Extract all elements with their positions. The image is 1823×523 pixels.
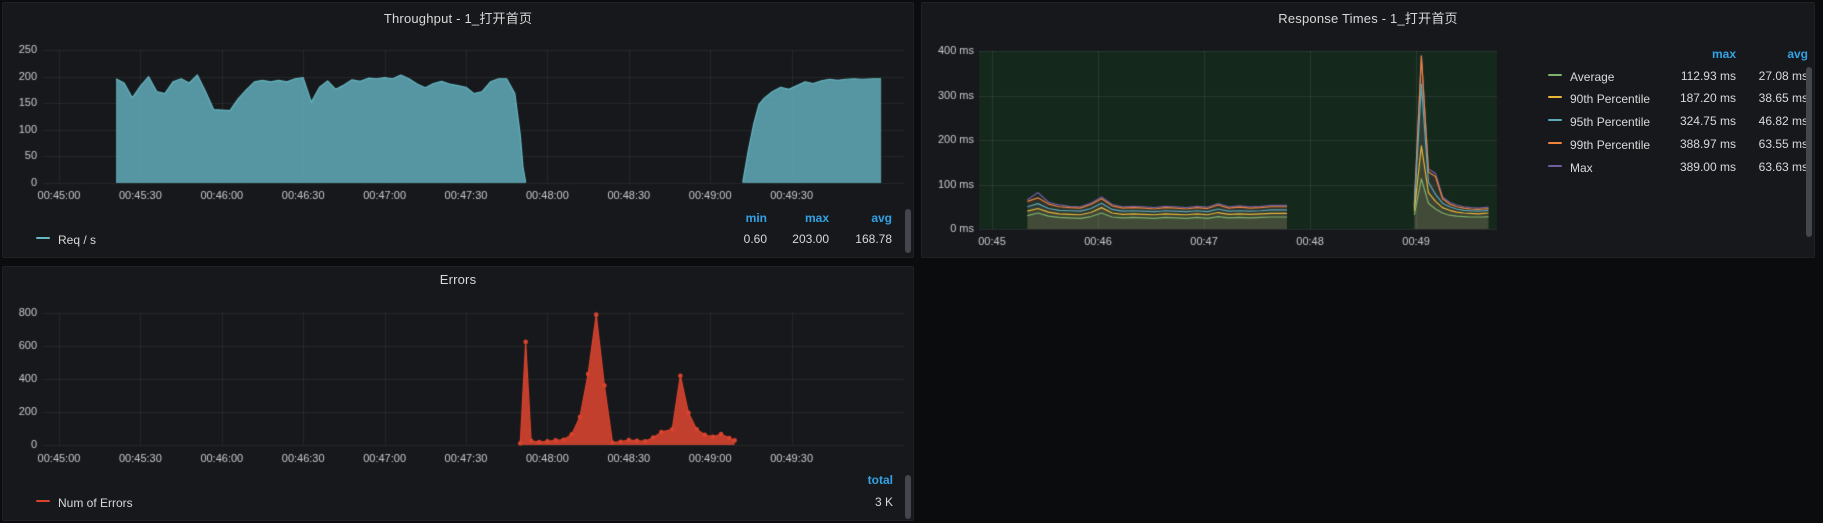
legend-value-max: 187.20 ms (1679, 91, 1736, 105)
series-dash-icon (1548, 95, 1562, 98)
legend-series-label[interactable]: 95th Percentile (1570, 115, 1651, 129)
legend-series-label[interactable]: 99th Percentile (1570, 138, 1651, 152)
legend-header-avg[interactable]: avg (871, 211, 892, 225)
series-dash-icon (36, 236, 50, 239)
legend-series-label[interactable]: 90th Percentile (1570, 92, 1651, 106)
legend-series-label[interactable]: Average (1570, 70, 1615, 84)
legend-value-max: 388.97 ms (1679, 137, 1736, 151)
legend-value-avg: 63.55 ms (1758, 137, 1808, 151)
legend-series-label[interactable]: Req / s (58, 233, 97, 247)
legend-scrollbar-thumb[interactable] (905, 209, 911, 253)
legend-header-avg[interactable]: avg (1787, 47, 1808, 61)
panel-title-throughput[interactable]: Throughput - 1_打开首页 (383, 11, 533, 26)
response-times-chart[interactable] (922, 3, 1814, 257)
panel-title-response-times[interactable]: Response Times - 1_打开首页 (1278, 11, 1458, 26)
panel-response-times: Response Times - 1_打开首页 max avg Average … (921, 2, 1815, 258)
series-dash-icon (1548, 141, 1562, 144)
legend-value-avg: 46.82 ms (1758, 114, 1808, 128)
legend-scrollbar-thumb[interactable] (1806, 67, 1812, 237)
legend-header-min[interactable]: min (745, 211, 767, 225)
legend-value-avg: 168.78 (855, 232, 892, 246)
legend-header-max[interactable]: max (804, 211, 829, 225)
legend-scrollbar-thumb[interactable] (905, 475, 911, 519)
legend-value-max: 324.75 ms (1679, 114, 1736, 128)
legend-row-errors: Num of Errors (36, 495, 133, 511)
legend-header-total[interactable]: total (867, 473, 893, 487)
legend-row-average: Average (1548, 69, 1614, 85)
legend-value-max: 389.00 ms (1679, 160, 1736, 174)
errors-chart[interactable] (3, 267, 913, 520)
legend-row-reqs: Req / s (36, 232, 96, 248)
series-dash-icon (36, 499, 50, 502)
legend-series-label[interactable]: Max (1570, 161, 1593, 175)
legend-row-max: Max (1548, 160, 1593, 176)
panel-title-errors[interactable]: Errors (439, 272, 477, 287)
legend-row-90th: 90th Percentile (1548, 91, 1650, 107)
throughput-chart[interactable] (3, 3, 913, 257)
series-dash-icon (1548, 164, 1562, 167)
legend-series-label[interactable]: Num of Errors (58, 496, 133, 510)
legend-value-avg: 27.08 ms (1758, 69, 1808, 83)
legend-row-99th: 99th Percentile (1548, 137, 1650, 153)
legend-header-max[interactable]: max (1711, 47, 1736, 61)
panel-throughput: Throughput - 1_打开首页 min max avg Req / s … (2, 2, 914, 258)
series-dash-icon (1548, 73, 1562, 76)
panel-errors: Errors total Num of Errors 3 K (2, 266, 914, 521)
legend-row-95th: 95th Percentile (1548, 114, 1650, 130)
series-dash-icon (1548, 118, 1562, 121)
legend-value-max: 112.93 ms (1680, 69, 1736, 83)
legend-value-max: 203.00 (792, 232, 829, 246)
legend-value-min: 0.60 (743, 232, 767, 246)
legend-value-total: 3 K (874, 495, 893, 509)
legend-value-avg: 63.63 ms (1758, 160, 1808, 174)
legend-value-avg: 38.65 ms (1758, 91, 1808, 105)
